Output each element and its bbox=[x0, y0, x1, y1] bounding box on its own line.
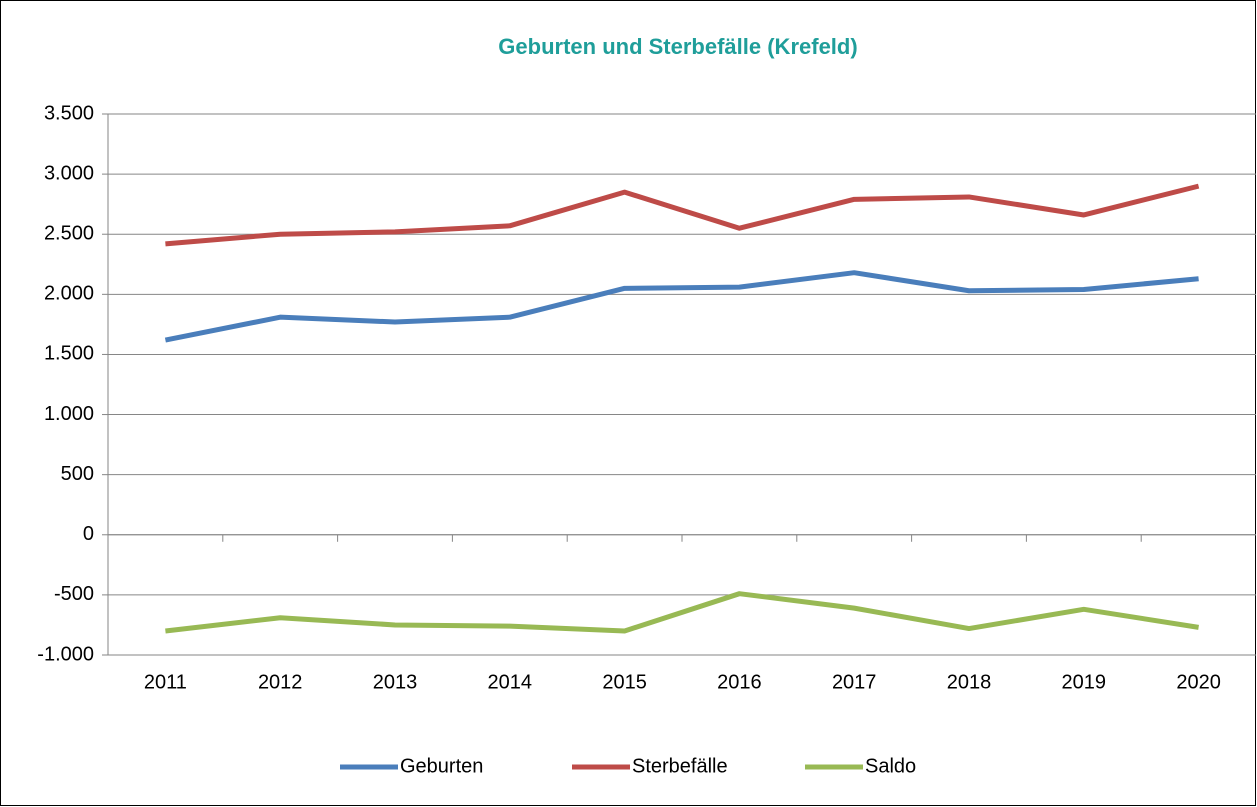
x-tick-label: 2013 bbox=[373, 671, 418, 693]
x-tick-label: 2011 bbox=[144, 671, 187, 693]
legend-label: Sterbefälle bbox=[632, 755, 728, 777]
x-tick-label: 2015 bbox=[602, 671, 647, 693]
y-tick-label: 0 bbox=[83, 523, 94, 545]
x-tick-label: 2014 bbox=[488, 671, 533, 693]
x-tick-label: 2017 bbox=[832, 671, 877, 693]
y-tick-label: 3.000 bbox=[44, 162, 94, 184]
line-series bbox=[165, 183, 1200, 247]
x-tick-label: 2019 bbox=[1062, 671, 1107, 693]
x-tick-label: 2018 bbox=[947, 671, 992, 693]
x-tick-label: 2016 bbox=[717, 671, 762, 693]
chart-title: Geburten und Sterbefälle (Krefeld) bbox=[498, 34, 857, 59]
x-tick-label: 2020 bbox=[1176, 671, 1221, 693]
x-tick-label: 2012 bbox=[258, 671, 303, 693]
legend-label: Saldo bbox=[865, 755, 916, 777]
line-series bbox=[165, 591, 1199, 634]
y-tick-label: -1.000 bbox=[37, 643, 94, 665]
line-series bbox=[164, 270, 1199, 343]
y-tick-label: -500 bbox=[54, 583, 94, 605]
legend-label: Geburten bbox=[400, 755, 483, 777]
y-tick-label: 1.500 bbox=[44, 343, 94, 365]
y-tick-label: 3.500 bbox=[44, 102, 94, 124]
y-tick-label: 2.000 bbox=[44, 283, 94, 305]
y-tick-label: 1.000 bbox=[44, 403, 94, 425]
y-tick-label: 500 bbox=[61, 463, 94, 485]
y-tick-label: 2.500 bbox=[44, 223, 94, 245]
